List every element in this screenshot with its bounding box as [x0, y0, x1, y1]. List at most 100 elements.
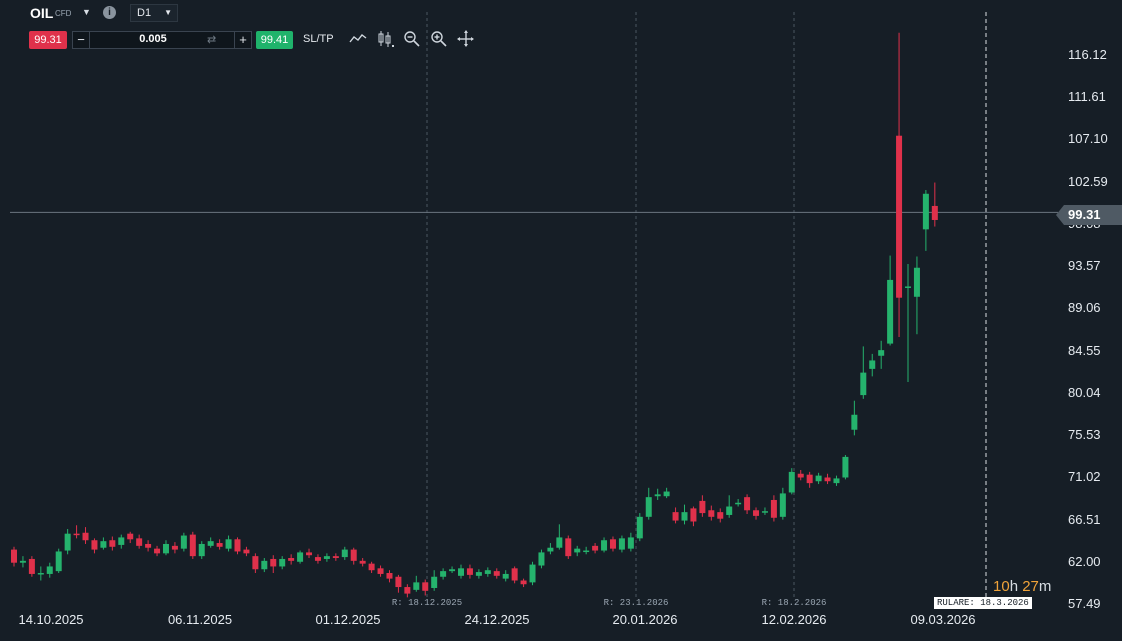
candle-body: [306, 552, 313, 556]
candle-body: [484, 570, 491, 574]
candle-body: [28, 558, 35, 574]
candle-body: [449, 569, 456, 572]
symbol-name[interactable]: OIL: [30, 5, 54, 21]
candle-body: [735, 502, 742, 505]
timeframe-value: D1: [137, 7, 152, 19]
price-tick-label: 62.00: [1068, 553, 1101, 569]
candle-body: [744, 497, 751, 511]
candle-body: [529, 564, 536, 583]
rollover-mark-label: R: 23.1.2026: [603, 598, 669, 608]
candle-body: [842, 456, 849, 478]
rollover-mark-label: R: 18.12.2025: [391, 598, 463, 608]
candle-body: [341, 549, 348, 558]
price-tick-label: 116.12: [1068, 47, 1107, 62]
candle-body: [189, 534, 196, 557]
candle-body: [171, 545, 178, 550]
candle-body: [833, 478, 840, 484]
candle-body: [672, 512, 679, 521]
current-price-tag: 99.31: [1056, 205, 1122, 225]
candle-body: [502, 573, 509, 579]
candle-body: [314, 557, 321, 561]
date-tick-label: 09.03.2026: [910, 612, 976, 627]
current-price-value: 99.31: [1068, 207, 1101, 222]
candle-body: [252, 556, 259, 570]
price-tick-label: 57.49: [1068, 596, 1101, 611]
candle-body: [797, 473, 804, 478]
candle-body: [350, 549, 357, 561]
candle-body: [645, 497, 652, 517]
price-tick-label: 71.02: [1068, 469, 1101, 485]
sell-price-button[interactable]: 99.31: [29, 31, 67, 49]
crosshair-icon[interactable]: [457, 30, 475, 48]
candle-body: [618, 538, 625, 550]
chart-type-icon[interactable]: [349, 30, 367, 48]
candle-body: [73, 533, 80, 536]
candle-body: [440, 571, 447, 577]
volume-input[interactable]: 0.005: [139, 33, 167, 45]
info-icon[interactable]: i: [103, 6, 116, 19]
candle-body: [806, 474, 813, 484]
candle-body: [127, 533, 134, 540]
date-tick-label: 12.02.2026: [761, 612, 827, 627]
candle-body: [699, 500, 706, 514]
date-tick-label: 14.10.2025: [18, 612, 84, 627]
candle-body: [601, 540, 608, 551]
date-tick-label: 20.01.2026: [612, 612, 678, 627]
candle-body: [887, 279, 894, 344]
candle-body: [583, 550, 590, 553]
candle-body: [913, 267, 920, 297]
zoom-out-icon[interactable]: [403, 30, 421, 48]
countdown-hours: 10: [993, 578, 1010, 595]
candle-body: [64, 533, 71, 551]
candles-icon[interactable]: [377, 30, 395, 48]
price-tick-label: 80.04: [1068, 384, 1101, 400]
price-tick-label: 111.61: [1068, 89, 1106, 105]
rollover-countdown: 10h 27m: [993, 578, 1051, 595]
swap-units-icon[interactable]: ⇄: [207, 34, 217, 46]
candle-body: [708, 510, 715, 517]
candle-body: [475, 572, 482, 576]
candle-body: [297, 552, 304, 562]
price-tick-label: 66.51: [1068, 511, 1101, 527]
candle-body: [824, 477, 831, 482]
timeframe-select[interactable]: D1 ▼: [130, 4, 178, 22]
candle-body: [261, 560, 268, 570]
candle-body: [431, 576, 438, 588]
candle-body: [458, 568, 464, 576]
candle-body: [627, 537, 634, 549]
candle-body: [46, 566, 53, 574]
symbol-dropdown-icon[interactable]: ▼: [82, 7, 91, 17]
candle-body: [931, 205, 938, 220]
price-tick-label: 89.06: [1068, 300, 1101, 316]
candle-body: [109, 540, 116, 547]
candle-body: [726, 506, 733, 515]
candle-body: [869, 360, 876, 369]
increase-volume-button[interactable]: +: [234, 32, 251, 48]
candle-body: [538, 552, 545, 566]
decrease-volume-button[interactable]: −: [73, 32, 90, 48]
candle-body: [145, 543, 152, 548]
candle-body: [243, 549, 250, 554]
sltp-button[interactable]: SL/TP: [303, 33, 334, 45]
candle-body: [511, 568, 518, 581]
candle-body: [279, 558, 286, 567]
candle-body: [851, 414, 858, 430]
volume-stepper[interactable]: − 0.005 ⇄ +: [72, 31, 252, 49]
candle-body: [878, 350, 885, 356]
candle-body: [162, 543, 169, 554]
candle-body: [234, 539, 241, 552]
candle-body: [19, 560, 26, 563]
price-tick-label: 75.53: [1068, 427, 1101, 443]
candle-body: [11, 549, 17, 563]
candle-body: [922, 193, 929, 230]
candle-body: [180, 535, 187, 549]
candle-body: [118, 537, 125, 545]
buy-price-button[interactable]: 99.41: [256, 31, 293, 49]
candle-body: [609, 539, 616, 549]
zoom-in-icon[interactable]: [430, 30, 448, 48]
date-tick-label: 24.12.2025: [464, 612, 530, 627]
candle-body: [332, 556, 339, 559]
candle-body: [466, 568, 473, 575]
